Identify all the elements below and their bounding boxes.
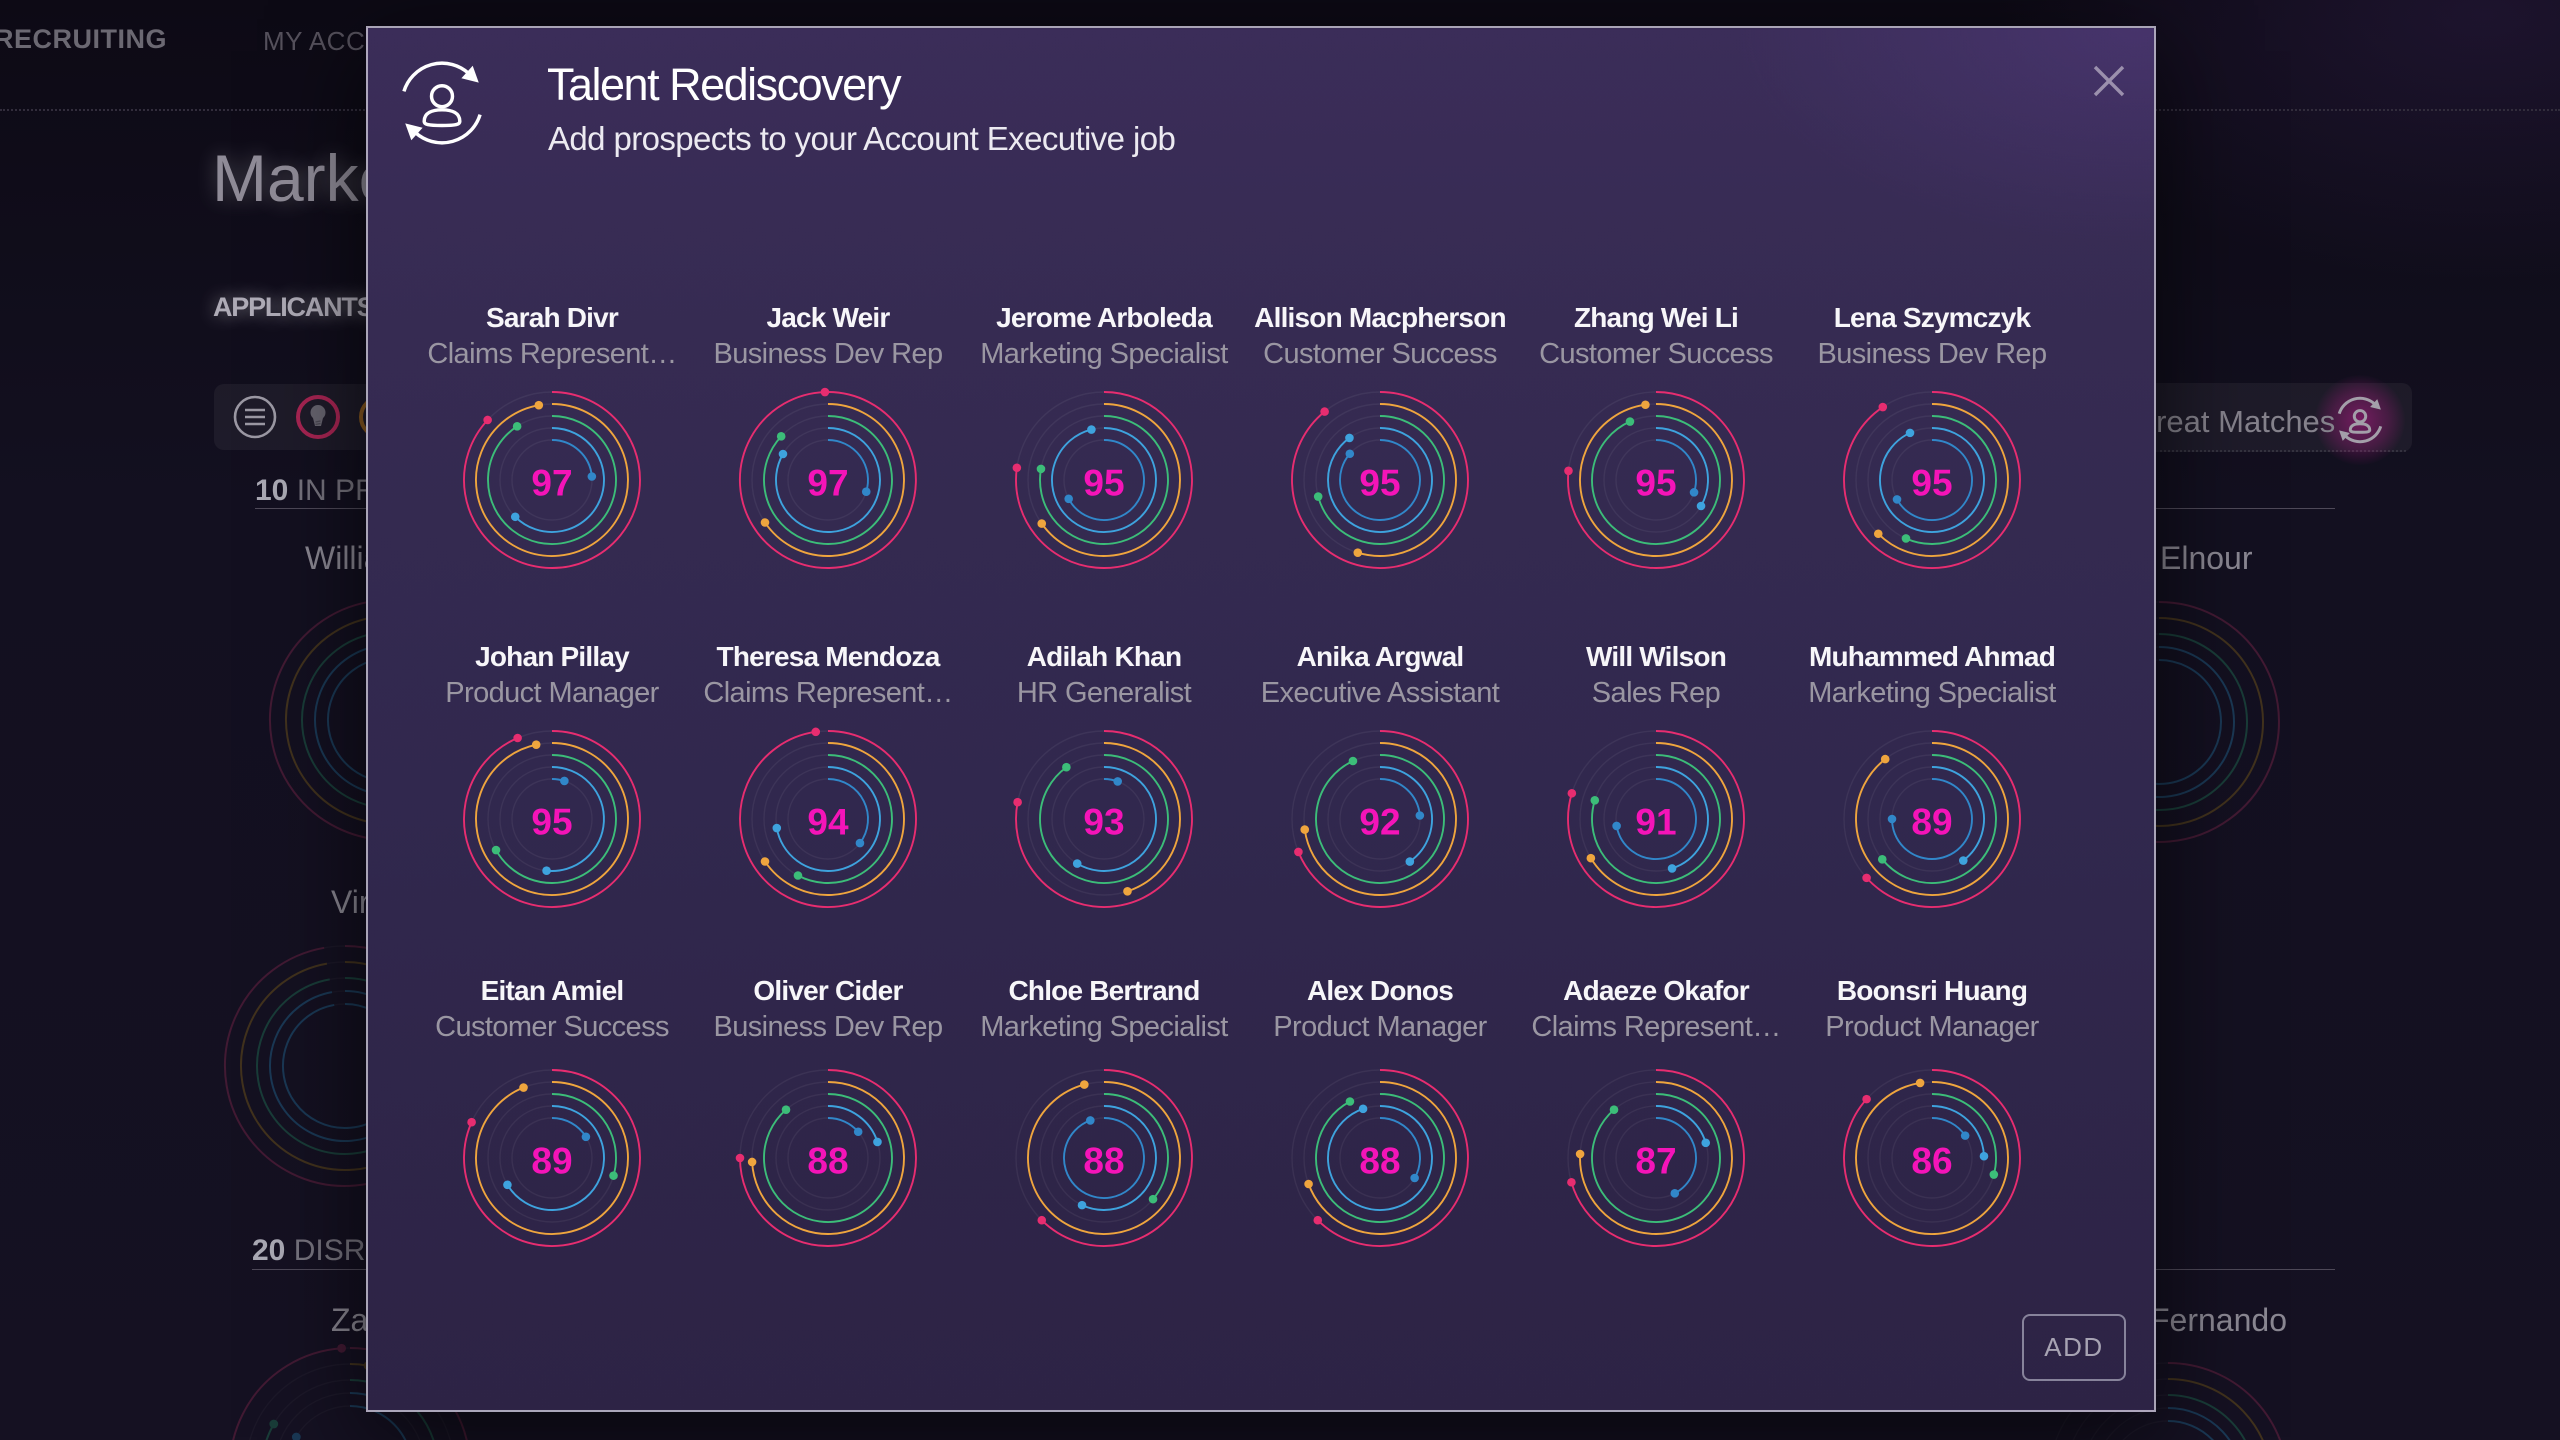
svg-text:89: 89 — [1911, 802, 1952, 843]
svg-text:94: 94 — [807, 802, 849, 843]
svg-text:95: 95 — [1635, 463, 1676, 504]
svg-text:91: 91 — [1635, 802, 1676, 843]
svg-text:97: 97 — [531, 463, 572, 504]
svg-text:87: 87 — [1635, 1141, 1676, 1182]
svg-text:89: 89 — [531, 1141, 572, 1182]
svg-text:95: 95 — [1911, 463, 1952, 504]
svg-text:95: 95 — [531, 802, 572, 843]
svg-text:88: 88 — [807, 1141, 848, 1182]
svg-text:92: 92 — [1359, 802, 1400, 843]
svg-text:86: 86 — [1911, 1141, 1952, 1182]
svg-text:88: 88 — [1359, 1141, 1400, 1182]
svg-text:95: 95 — [1083, 463, 1124, 504]
svg-text:88: 88 — [1083, 1141, 1124, 1182]
svg-text:97: 97 — [807, 463, 848, 504]
svg-text:95: 95 — [1359, 463, 1400, 504]
svg-text:93: 93 — [1083, 802, 1124, 843]
